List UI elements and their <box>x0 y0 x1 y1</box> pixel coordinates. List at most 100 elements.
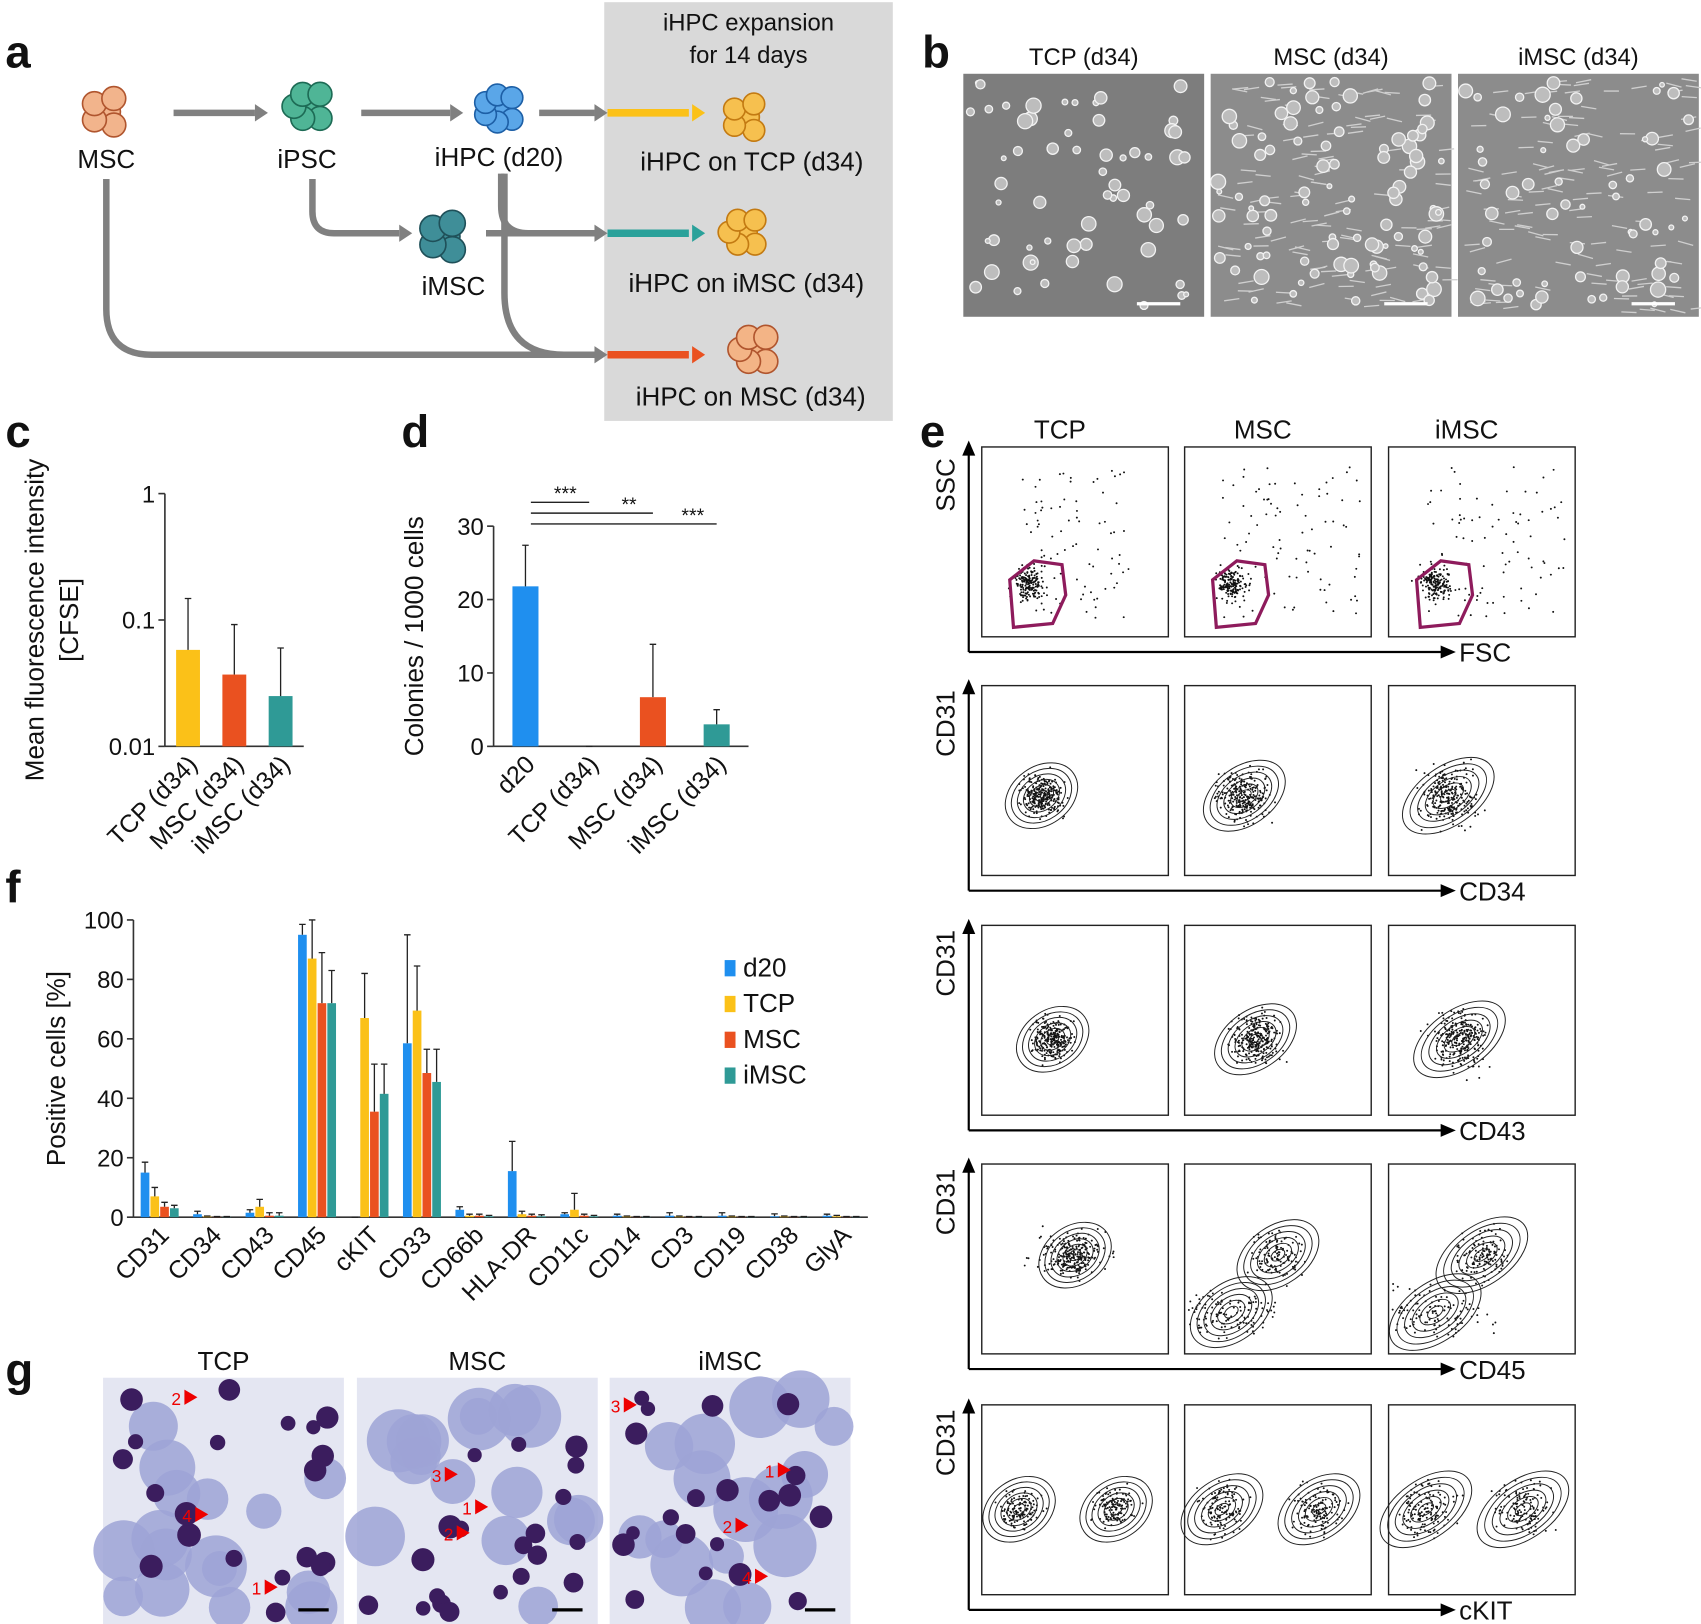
event <box>1406 1502 1409 1505</box>
event <box>1062 1262 1065 1265</box>
event <box>1428 610 1430 613</box>
event <box>1237 1055 1239 1058</box>
event <box>1442 1059 1445 1062</box>
cell <box>1000 155 1007 162</box>
error-bar <box>413 965 421 1011</box>
event <box>1458 514 1461 517</box>
event <box>1058 1256 1060 1259</box>
event <box>1296 504 1299 507</box>
cell <box>1066 238 1082 254</box>
arrow-head <box>1440 1362 1456 1376</box>
event <box>1303 1510 1306 1513</box>
event <box>1448 593 1451 596</box>
event <box>1063 549 1066 551</box>
marker-label: 2 <box>722 1517 732 1537</box>
event <box>1472 1308 1475 1310</box>
cell-streak <box>1535 236 1551 241</box>
event <box>1452 812 1454 815</box>
event <box>1078 1266 1081 1268</box>
cell <box>1560 199 1571 210</box>
nucleus <box>625 1590 645 1609</box>
cell-streak <box>1690 307 1701 310</box>
event <box>1440 785 1442 788</box>
contour <box>1109 1503 1123 1516</box>
event <box>1230 1315 1233 1318</box>
event <box>1301 1516 1304 1519</box>
contour <box>1016 773 1067 819</box>
event <box>1457 794 1459 797</box>
event <box>1493 1245 1496 1248</box>
event <box>1046 803 1049 806</box>
event <box>1448 807 1450 810</box>
event <box>1295 576 1298 579</box>
event <box>1122 616 1125 619</box>
contour <box>1248 1032 1263 1046</box>
event <box>1019 1509 1022 1512</box>
event <box>1419 1528 1422 1531</box>
event <box>1117 1499 1119 1502</box>
cell <box>1406 129 1419 142</box>
arrow-head <box>399 224 413 242</box>
event <box>1047 1025 1050 1028</box>
event <box>1021 1513 1024 1516</box>
event <box>1266 784 1269 786</box>
legend-label: iMSC <box>743 1060 807 1090</box>
event <box>1015 1511 1018 1514</box>
event <box>1040 570 1043 573</box>
event <box>1082 1262 1085 1264</box>
event <box>1024 811 1027 814</box>
cell <box>1515 289 1525 298</box>
event <box>1437 1300 1440 1302</box>
event <box>1256 797 1259 800</box>
event <box>1041 782 1044 785</box>
cell <box>1178 151 1191 164</box>
event <box>1405 1519 1408 1522</box>
event <box>1440 578 1443 581</box>
event <box>1226 584 1229 587</box>
event <box>1257 1034 1260 1037</box>
cell <box>1391 132 1407 147</box>
event <box>1469 1043 1472 1046</box>
event <box>1252 1257 1255 1260</box>
cell <box>1025 97 1042 114</box>
event <box>1439 573 1442 576</box>
event <box>1064 1043 1067 1046</box>
event <box>1243 825 1246 828</box>
bar <box>484 1216 494 1218</box>
event <box>1526 1486 1529 1489</box>
event <box>1230 571 1233 574</box>
event <box>1058 1053 1061 1055</box>
event <box>1248 1027 1251 1029</box>
cell <box>1566 138 1581 153</box>
event <box>1465 1079 1468 1082</box>
event <box>1218 1312 1221 1315</box>
event <box>1249 577 1252 580</box>
event <box>1236 572 1239 575</box>
cell-streak <box>1598 166 1615 171</box>
event <box>1307 570 1310 573</box>
cell <box>1541 280 1549 288</box>
error-bar <box>713 709 720 725</box>
cell-streak <box>1679 163 1696 169</box>
y-tick-label: 1 <box>142 481 155 508</box>
error-bar <box>528 1213 536 1216</box>
cell <box>1505 185 1520 200</box>
contour <box>1443 1026 1476 1053</box>
nucleus <box>686 1489 705 1507</box>
cell <box>1628 229 1638 239</box>
event <box>1278 1229 1281 1232</box>
event <box>1039 1049 1042 1052</box>
event <box>1070 1252 1073 1255</box>
cell-streak <box>1639 308 1655 312</box>
event <box>1023 1520 1025 1523</box>
event <box>1045 586 1048 589</box>
event <box>1236 1061 1238 1064</box>
event <box>1258 488 1260 491</box>
event <box>1432 593 1435 596</box>
marker-label: 3 <box>611 1396 621 1416</box>
event <box>1032 786 1035 789</box>
error-bar <box>538 1214 545 1217</box>
bar <box>727 1216 737 1218</box>
cell-streak <box>1654 146 1671 151</box>
cell <box>1411 245 1418 252</box>
